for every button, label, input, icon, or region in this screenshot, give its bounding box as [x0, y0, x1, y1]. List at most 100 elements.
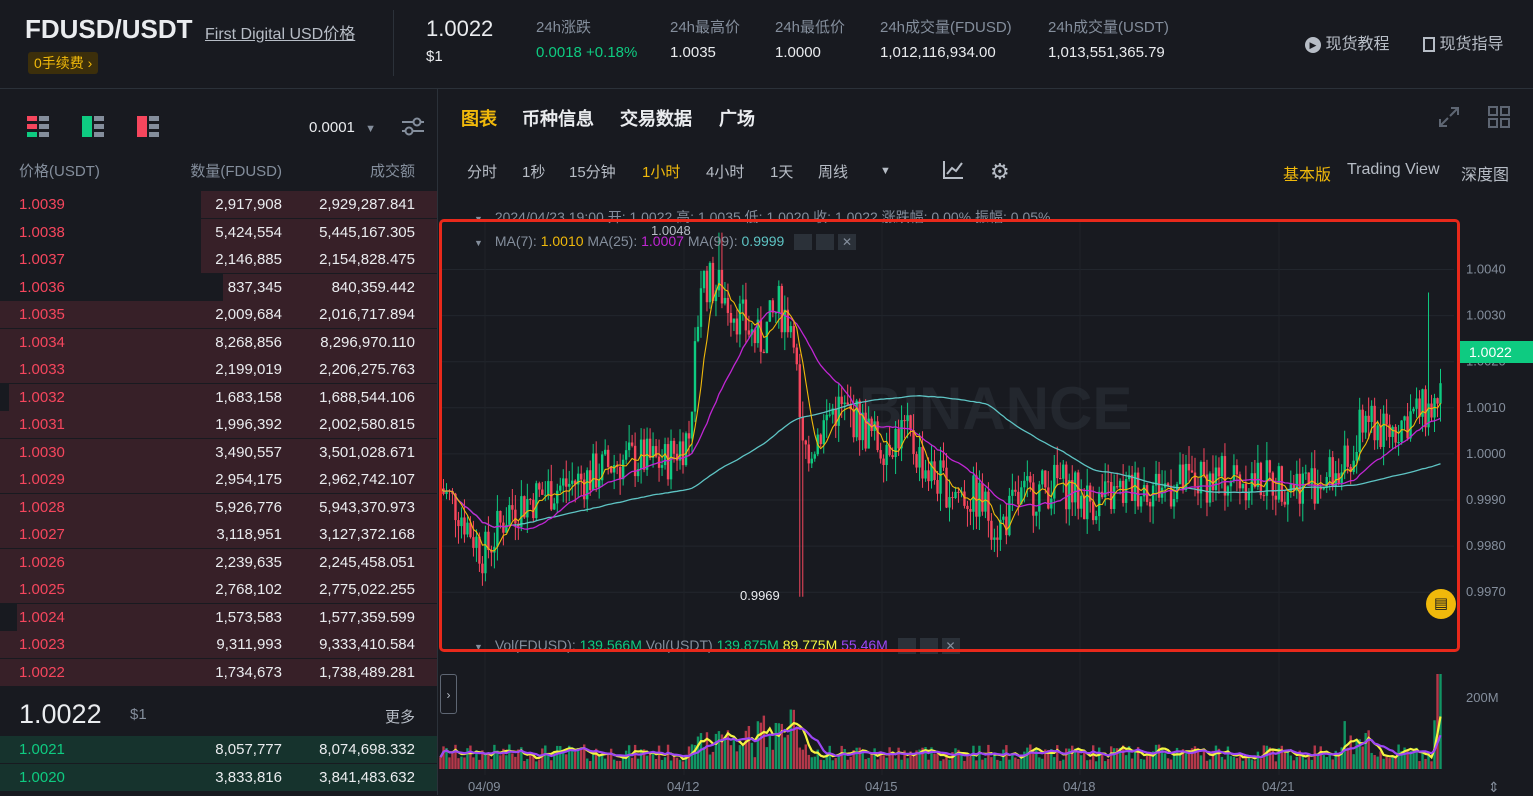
ma-eye-icon[interactable]	[794, 234, 813, 251]
ma25-line	[440, 310, 1441, 530]
ask-row[interactable]: 1.0033 2,199,019 2,206,275.763	[0, 356, 437, 383]
candle-body	[1181, 464, 1185, 491]
ask-row[interactable]: 1.0028 5,926,776 5,943,370.973	[0, 493, 437, 521]
ask-qty: 2,954,175	[215, 471, 282, 488]
volume-bar	[597, 754, 601, 769]
ma-gear-icon[interactable]	[816, 234, 835, 251]
mid-price-usd: $1	[130, 706, 147, 723]
ask-row[interactable]: 1.0035 2,009,684 2,016,717.894	[0, 301, 437, 328]
side-expand-button[interactable]: ›	[440, 674, 457, 714]
candle-body	[783, 309, 787, 333]
candle-body	[948, 497, 951, 508]
ask-row[interactable]: 1.0022 1,734,673 1,738,489.281	[0, 658, 437, 686]
interval-1s[interactable]: 1秒	[522, 164, 546, 181]
stat-label-change: 24h涨跌	[536, 19, 592, 36]
bid-price: 1.0021	[19, 741, 65, 758]
expand-icon[interactable]	[1438, 106, 1460, 133]
ask-row[interactable]: 1.0025 2,768,102 2,775,022.255	[0, 576, 437, 603]
indicator-chart-icon[interactable]	[942, 160, 964, 185]
volume-bar	[478, 759, 481, 769]
ask-row[interactable]: 1.0032 1,683,158 1,688,544.106	[0, 383, 437, 411]
ask-row[interactable]: 1.0030 3,490,557 3,501,028.671	[0, 438, 437, 466]
interval-1w[interactable]: 周线	[818, 164, 849, 181]
ma-close-icon[interactable]: ✕	[838, 234, 857, 251]
tab-chart[interactable]: 图表	[461, 109, 497, 129]
ask-row[interactable]: 1.0036 837,345 840,359.442	[0, 273, 437, 301]
ask-row[interactable]: 1.0024 1,573,583 1,577,359.599	[0, 603, 437, 631]
ask-price: 1.0033	[19, 361, 65, 378]
gear-icon[interactable]: ⚙	[990, 159, 1010, 184]
bid-row[interactable]: 1.0021 8,057,777 8,074,698.332	[0, 736, 437, 763]
tab-coin-info[interactable]: 币种信息	[522, 109, 594, 129]
candle-body	[756, 319, 760, 344]
ask-qty: 3,490,557	[215, 443, 282, 461]
ask-price: 1.0035	[19, 306, 65, 323]
view-tradingview[interactable]: Trading View	[1347, 161, 1440, 178]
volume-bar	[1253, 760, 1257, 769]
ask-row[interactable]: 1.0039 2,917,908 2,929,287.841	[0, 191, 437, 218]
volume-bar	[1175, 747, 1179, 769]
orderbook-view-bids-icon[interactable]	[82, 116, 104, 143]
floating-chat-icon[interactable]: ▤	[1426, 589, 1456, 619]
spot-guide-link[interactable]: 现货指导	[1423, 30, 1503, 54]
volume-bar	[939, 760, 942, 769]
interval-timeline[interactable]: 分时	[467, 164, 498, 181]
ask-row[interactable]: 1.0037 2,146,885 2,154,828.475	[0, 246, 437, 273]
zero-fee-badge[interactable]: 0手续费 ›	[28, 52, 99, 74]
interval-1h[interactable]: 1小时	[642, 164, 681, 181]
volume-bar	[690, 744, 694, 769]
orderbook-view-asks-icon[interactable]	[137, 116, 159, 143]
view-depth[interactable]: 深度图	[1461, 167, 1510, 184]
view-basic[interactable]: 基本版	[1283, 167, 1332, 184]
volume-bar	[972, 745, 975, 769]
ask-row[interactable]: 1.0026 2,239,635 2,245,458.051	[0, 548, 437, 576]
y-tick-label: 0.9980	[1466, 538, 1506, 553]
candle-body	[1217, 467, 1221, 477]
bid-row[interactable]: 1.0020 3,833,816 3,841,483.632	[0, 763, 437, 791]
precision-select[interactable]: 0.0001 ▼	[309, 119, 376, 136]
ask-total: 1,738,489.281	[319, 663, 415, 681]
interval-1d[interactable]: 1天	[770, 164, 794, 181]
more-intervals-chevron-icon[interactable]: ▼	[880, 165, 891, 177]
ma-collapse-chevron-icon[interactable]: ▼	[474, 238, 483, 248]
layout-grid-icon[interactable]	[1488, 106, 1510, 133]
volume-bar	[906, 758, 909, 769]
candle-body	[1118, 480, 1122, 488]
volume-bar	[666, 744, 670, 769]
tab-trading-data[interactable]: 交易数据	[620, 109, 692, 129]
volume-bar	[846, 759, 849, 769]
candle-body	[529, 499, 532, 501]
settings-sliders-icon[interactable]	[402, 117, 424, 142]
ask-row[interactable]: 1.0038 5,424,554 5,445,167.305	[0, 218, 437, 246]
ask-row[interactable]: 1.0034 8,268,856 8,296,970.110	[0, 328, 437, 356]
candle-body	[771, 300, 775, 313]
spot-tutorial-link[interactable]: ▶ 现货教程	[1305, 30, 1389, 54]
candle-body	[559, 485, 562, 491]
interval-4h[interactable]: 4小时	[706, 164, 745, 181]
ask-price: 1.0023	[19, 636, 65, 653]
volume-bar	[732, 736, 736, 769]
volume-bar	[981, 759, 984, 769]
ask-qty: 2,009,684	[215, 306, 282, 323]
ask-total: 840,359.442	[331, 278, 415, 296]
ask-qty: 2,146,885	[215, 251, 282, 268]
tab-square[interactable]: 广场	[719, 109, 755, 129]
candle-body	[804, 440, 807, 445]
candle-body	[1032, 482, 1035, 516]
ask-row[interactable]: 1.0023 9,311,993 9,333,410.584	[0, 631, 437, 658]
more-link[interactable]: 更多	[384, 709, 415, 726]
axis-adjust-icon[interactable]: ⇕	[1488, 779, 1500, 795]
pair-info-link[interactable]: First Digital USD价格	[205, 26, 356, 43]
vol-collapse-chevron-icon[interactable]: ▼	[474, 642, 483, 652]
ask-row[interactable]: 1.0029 2,954,175 2,962,742.107	[0, 466, 437, 493]
volume-bar	[469, 745, 472, 769]
orderbook-view-both-icon[interactable]	[27, 116, 49, 143]
ask-row[interactable]: 1.0027 3,118,951 3,127,372.168	[0, 521, 437, 548]
candle-body	[675, 453, 679, 461]
interval-15m[interactable]: 15分钟	[569, 164, 616, 181]
volume-bar	[1244, 755, 1248, 769]
candlestick-chart[interactable]: BINANCE 1.00401.00301.00201.00101.00000.…	[439, 219, 1533, 795]
ask-row[interactable]: 1.0031 1,996,392 2,002,580.815	[0, 411, 437, 438]
candle-body	[915, 454, 918, 468]
volume-bar	[801, 749, 804, 769]
